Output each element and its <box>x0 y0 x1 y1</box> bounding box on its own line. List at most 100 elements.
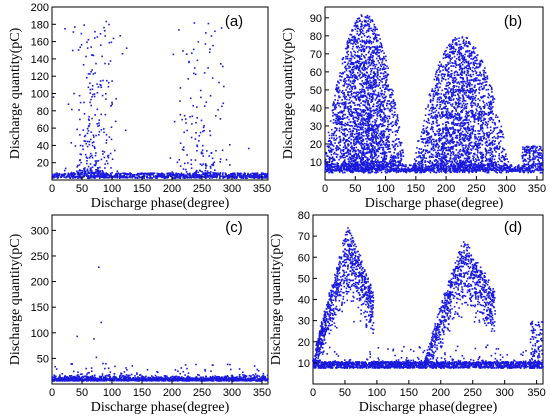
data-point <box>332 104 334 107</box>
data-point <box>400 155 403 157</box>
data-point <box>126 176 129 179</box>
data-point <box>398 164 401 167</box>
data-point <box>204 172 207 174</box>
data-point <box>169 157 172 159</box>
data-point <box>101 150 104 152</box>
data-point <box>357 115 360 117</box>
data-point <box>437 97 439 99</box>
data-point <box>173 174 176 177</box>
data-point <box>375 140 377 142</box>
data-point <box>355 143 357 145</box>
data-point <box>179 176 182 178</box>
data-point <box>356 117 359 120</box>
data-point <box>98 122 100 124</box>
data-point <box>390 129 392 131</box>
data-point <box>137 177 139 179</box>
data-point <box>333 131 336 133</box>
data-point <box>457 103 460 106</box>
data-point <box>212 176 214 178</box>
data-point <box>89 101 91 104</box>
y-tick-label: 20 <box>37 158 49 170</box>
data-point <box>70 142 73 144</box>
data-point <box>489 163 492 165</box>
data-point <box>382 103 384 106</box>
data-point <box>377 137 380 140</box>
data-point <box>211 157 214 160</box>
data-point <box>392 155 395 157</box>
data-point <box>184 174 187 176</box>
data-point <box>385 67 387 70</box>
data-point <box>363 41 366 44</box>
data-point <box>528 167 530 170</box>
data-point <box>56 173 59 176</box>
data-point <box>360 49 362 51</box>
data-point <box>369 84 372 87</box>
data-point <box>458 86 460 88</box>
data-point <box>219 118 222 120</box>
data-point <box>505 170 508 172</box>
data-point <box>332 101 335 103</box>
data-point <box>332 148 335 151</box>
data-point <box>361 84 364 87</box>
data-point <box>360 46 363 49</box>
data-point <box>214 169 216 171</box>
data-point <box>337 91 340 94</box>
data-point <box>423 138 425 140</box>
data-point <box>379 165 382 167</box>
data-point <box>114 149 116 152</box>
data-point <box>380 44 383 47</box>
data-point <box>370 164 373 167</box>
data-point <box>420 171 423 173</box>
data-point <box>376 76 378 78</box>
data-point <box>456 154 458 157</box>
data-point <box>344 104 346 107</box>
data-point <box>444 156 446 159</box>
data-point <box>497 160 499 163</box>
data-point <box>55 172 57 175</box>
data-point <box>365 129 368 131</box>
data-point <box>184 175 186 177</box>
data-point <box>403 168 405 170</box>
data-point <box>373 163 375 165</box>
data-point <box>103 151 106 153</box>
data-point <box>399 162 401 165</box>
data-point <box>241 175 244 178</box>
data-point <box>357 98 360 101</box>
data-point <box>375 171 377 174</box>
data-point <box>363 63 365 65</box>
data-point <box>102 171 104 173</box>
data-point <box>375 170 378 172</box>
data-point <box>349 76 351 78</box>
data-point <box>371 168 374 170</box>
data-point <box>99 33 102 35</box>
data-point <box>352 157 354 159</box>
data-point <box>360 118 363 120</box>
data-point <box>205 177 207 179</box>
data-point <box>335 153 337 155</box>
data-point <box>360 128 362 130</box>
data-point <box>361 21 363 23</box>
data-point <box>396 130 398 132</box>
data-point <box>472 129 474 131</box>
data-point <box>498 157 500 160</box>
data-point <box>372 114 375 117</box>
y-tick-label: 60 <box>37 123 49 135</box>
y-tick-label: 200 <box>31 2 49 14</box>
data-point <box>382 101 384 103</box>
data-point <box>383 156 386 158</box>
data-point <box>337 163 339 165</box>
data-point <box>388 129 391 131</box>
data-point <box>464 170 466 172</box>
data-point <box>353 80 355 82</box>
data-point <box>101 174 104 176</box>
data-point <box>356 126 359 129</box>
data-point <box>360 124 363 126</box>
data-point <box>93 95 96 98</box>
data-point <box>394 107 397 110</box>
data-point <box>359 71 362 73</box>
data-point <box>465 105 468 108</box>
data-point <box>257 177 259 179</box>
data-point <box>365 122 367 125</box>
data-point <box>372 145 374 147</box>
data-point <box>381 81 383 83</box>
